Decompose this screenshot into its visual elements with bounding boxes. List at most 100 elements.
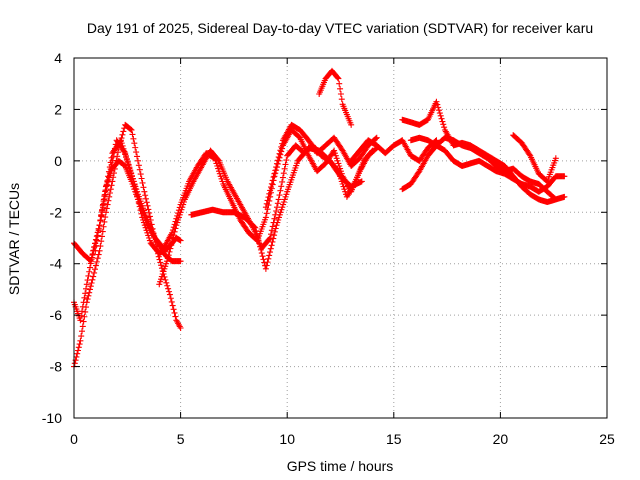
data-point <box>141 188 148 195</box>
data-point <box>135 162 142 169</box>
data-point <box>258 250 265 257</box>
data-point <box>130 135 137 142</box>
data-point <box>339 181 346 187</box>
data-point <box>163 258 170 265</box>
data-point <box>84 277 91 284</box>
data-point <box>133 186 140 193</box>
data-point <box>79 303 86 310</box>
data-point <box>175 217 182 223</box>
data-point <box>217 173 224 180</box>
data-point <box>166 288 173 295</box>
x-tick-label: 0 <box>70 431 78 447</box>
data-point <box>282 161 289 168</box>
x-tick-labels: 0 5 10 15 20 25 <box>70 431 615 447</box>
y-tick-label: -4 <box>50 256 63 272</box>
data-point <box>179 204 186 211</box>
data-point <box>253 231 260 238</box>
y-axis-label: SDTVAR / TECUs <box>6 183 22 295</box>
data-point <box>266 249 273 256</box>
data-point <box>93 242 100 249</box>
data-point <box>271 170 278 177</box>
data-point <box>275 154 282 160</box>
data-point <box>86 289 93 296</box>
data-point <box>169 238 176 245</box>
x-tick-label: 5 <box>177 431 185 447</box>
series-arc-i <box>348 137 440 164</box>
data-point <box>334 74 341 81</box>
data-point <box>277 209 284 216</box>
data-point <box>79 323 86 330</box>
data-point <box>169 235 176 242</box>
data-point <box>89 252 96 259</box>
data-point <box>104 177 111 184</box>
data-point <box>101 218 108 225</box>
data-point <box>85 272 92 279</box>
data-point <box>273 208 280 214</box>
data-point <box>96 222 103 229</box>
data-point <box>81 313 88 320</box>
data-point <box>278 183 285 190</box>
y-tick-label: -6 <box>50 307 63 323</box>
data-point <box>335 75 342 82</box>
data-point <box>84 296 91 303</box>
data-point <box>437 112 444 119</box>
data-point <box>281 165 288 172</box>
data-point <box>95 251 102 258</box>
data-point <box>131 140 138 147</box>
data-point <box>171 228 178 235</box>
y-tick-label: 4 <box>54 50 62 66</box>
data-point <box>440 121 447 128</box>
data-point <box>273 160 280 167</box>
data-point <box>263 210 270 217</box>
data-point <box>75 344 82 351</box>
data-point <box>88 256 95 263</box>
data-point <box>170 306 177 313</box>
data-point <box>368 148 375 155</box>
series-arc-g <box>262 121 380 211</box>
data-point <box>99 228 106 235</box>
data-point <box>107 159 114 166</box>
data-point <box>144 202 151 209</box>
data-point <box>87 283 94 290</box>
data-point <box>124 159 131 166</box>
data-point <box>551 195 558 202</box>
data-point <box>338 96 345 103</box>
data-point <box>77 337 84 344</box>
data-point <box>86 268 93 275</box>
data-point <box>262 214 269 221</box>
data-point <box>435 104 442 111</box>
data-point <box>260 256 267 263</box>
data-point <box>276 192 283 199</box>
data-point <box>117 137 124 144</box>
data-point <box>123 154 130 161</box>
data-point <box>165 285 172 292</box>
data-point <box>441 124 448 131</box>
data-point <box>140 184 147 191</box>
data-point <box>146 213 153 220</box>
data-point <box>169 302 176 309</box>
data-point <box>181 199 188 205</box>
data-point <box>72 357 79 364</box>
data-point <box>134 157 141 164</box>
data-point <box>98 211 105 218</box>
data-point <box>102 214 109 221</box>
data-point <box>120 145 127 152</box>
data-point <box>276 211 283 218</box>
data-point <box>156 256 163 263</box>
data-point <box>253 227 260 234</box>
data-point <box>160 268 167 275</box>
data-point <box>142 195 149 202</box>
data-point <box>268 180 275 187</box>
data-point <box>373 134 380 141</box>
data-points <box>71 67 568 370</box>
data-point <box>143 199 150 206</box>
data-point <box>331 147 338 154</box>
data-point <box>127 126 134 133</box>
data-point <box>331 150 338 157</box>
data-point <box>77 317 84 324</box>
y-tick-label: 0 <box>54 153 62 169</box>
x-tick-label: 20 <box>493 431 509 447</box>
data-point <box>164 255 171 262</box>
series-arc-h <box>316 67 355 128</box>
data-point <box>78 333 85 340</box>
